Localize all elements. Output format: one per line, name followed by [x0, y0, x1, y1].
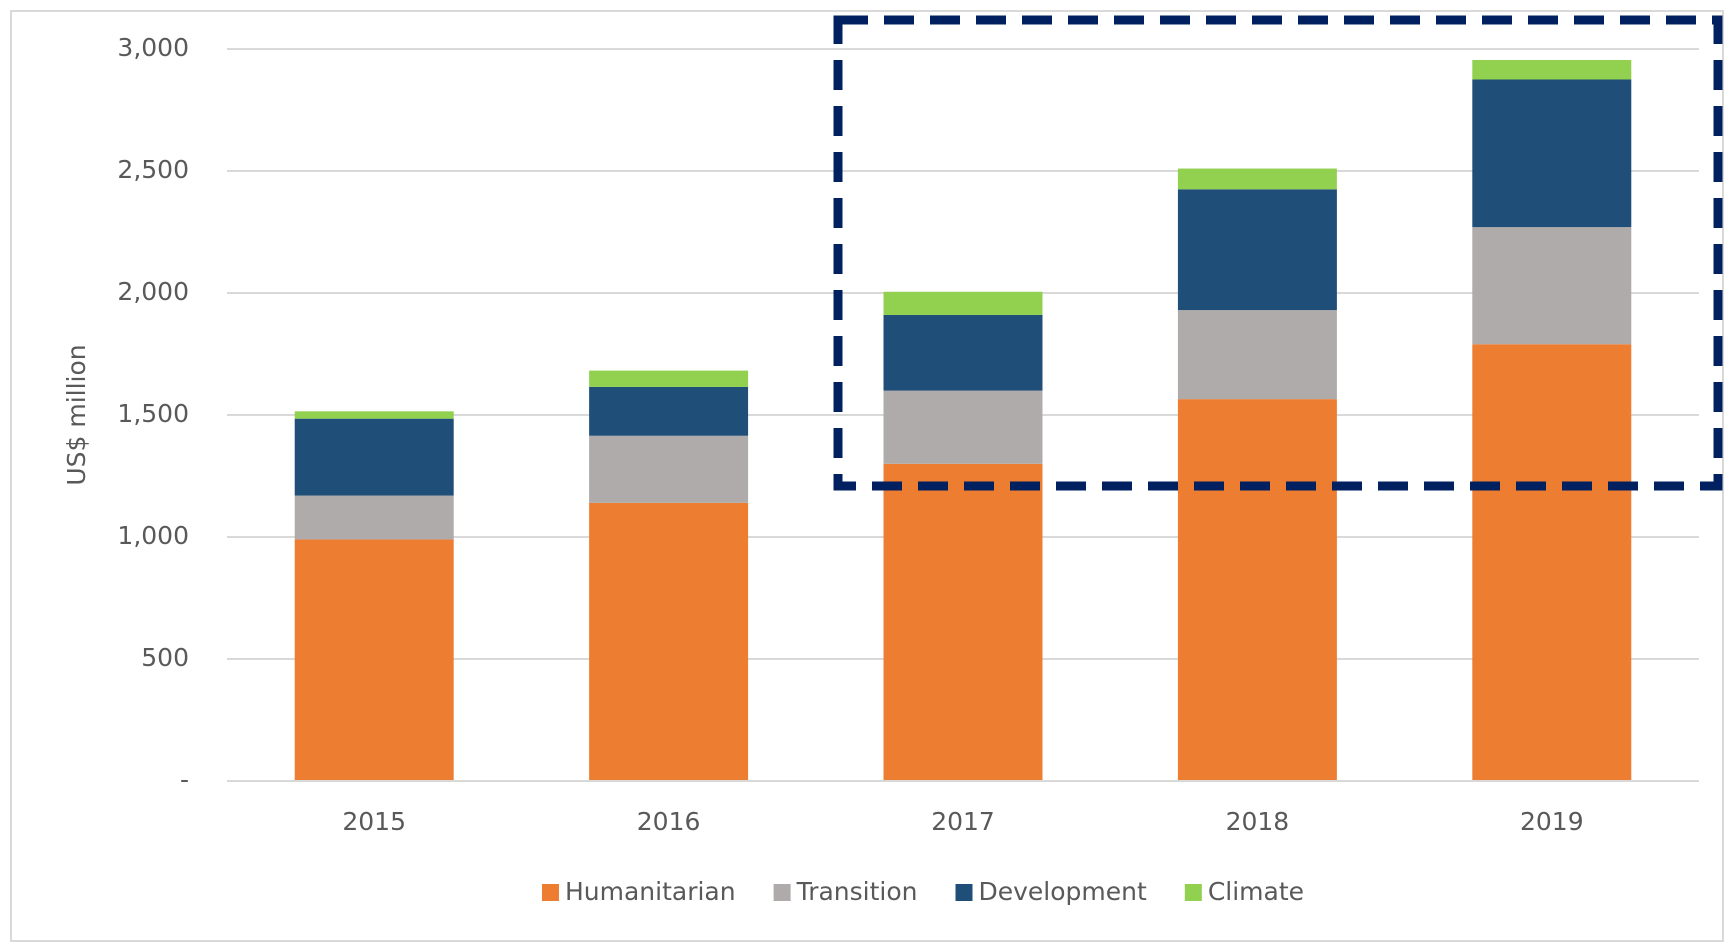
y-tick-label: 3,000 — [117, 33, 189, 62]
bar-segment — [883, 463, 1043, 781]
legend-item: Climate — [1184, 877, 1304, 906]
legend-label: Climate — [1208, 877, 1304, 906]
y-tick-label: 2,500 — [117, 155, 189, 184]
bar-segment — [589, 386, 749, 436]
y-tick-label: 500 — [141, 643, 189, 672]
bar-segment — [294, 418, 454, 496]
legend-label: Humanitarian — [565, 877, 736, 906]
legend-item: Humanitarian — [541, 877, 736, 906]
chart-frame — [10, 10, 1724, 942]
legend-swatch — [773, 884, 791, 901]
x-tick-label: 2018 — [1226, 807, 1290, 836]
bar-segment — [1177, 399, 1337, 781]
plot-area: - 500 1,000 1,500 2,000 2,500 3,000 2015 2016 201… — [117, 33, 1699, 906]
legend-swatch — [955, 884, 973, 901]
legend-item: Development — [955, 877, 1147, 906]
bar-segment — [883, 390, 1043, 464]
bar-segment — [589, 435, 749, 503]
bar-segment — [589, 502, 749, 781]
y-tick-label: 2,000 — [117, 277, 189, 306]
x-tick-label: 2016 — [637, 807, 701, 836]
bar-segment — [883, 314, 1043, 391]
bar-segment — [1177, 189, 1337, 311]
legend: Humanitarian Transition Development Climate — [541, 877, 1304, 906]
highlight-box — [833, 15, 1723, 491]
bar-segment — [294, 495, 454, 540]
x-tick-label: 2015 — [342, 807, 406, 836]
bar-segment — [1472, 227, 1632, 345]
bar-segment — [294, 539, 454, 781]
bar-segment — [589, 370, 749, 387]
bar-segment — [1177, 310, 1337, 400]
x-tick-label: 2017 — [931, 807, 995, 836]
legend-item: Transition — [773, 877, 918, 906]
legend-swatch — [541, 884, 559, 901]
legend-label: Development — [979, 877, 1147, 906]
y-axis-title: US$ million — [62, 344, 91, 485]
bar-segment — [294, 411, 454, 419]
legend-label: Transition — [796, 877, 918, 906]
y-tick-label: 1,500 — [117, 399, 189, 428]
bar-segment — [1472, 79, 1632, 228]
bar-segment — [883, 291, 1043, 315]
y-tick-label: - — [180, 765, 189, 794]
bar-segment — [1472, 344, 1632, 781]
y-tick-label: 1,000 — [117, 521, 189, 550]
legend-swatch — [1184, 884, 1202, 901]
x-tick-label: 2019 — [1520, 807, 1584, 836]
bar-segment — [1177, 168, 1337, 190]
bar-segment — [1472, 59, 1632, 80]
